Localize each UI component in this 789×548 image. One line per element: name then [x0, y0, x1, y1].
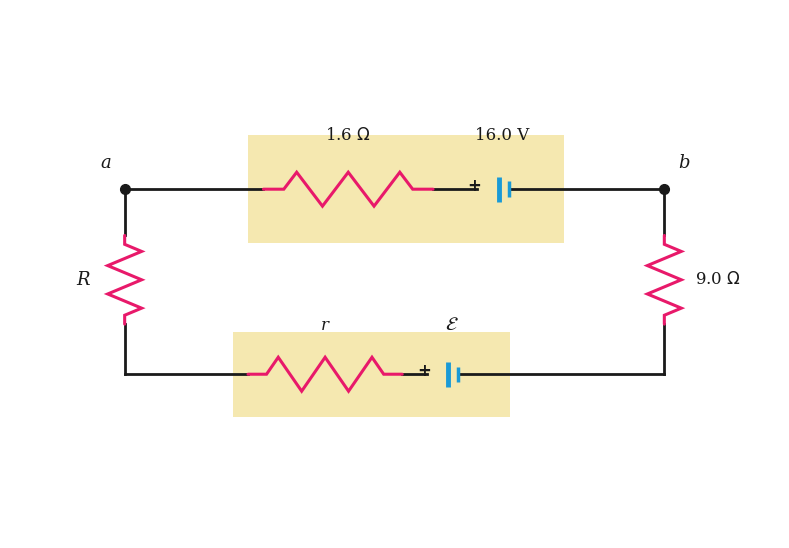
Text: +: + [417, 362, 431, 380]
Text: b: b [679, 154, 690, 172]
Text: 9.0 $\Omega$: 9.0 $\Omega$ [695, 271, 741, 288]
Text: R: R [77, 271, 90, 289]
Text: 16.0 V: 16.0 V [475, 128, 529, 145]
Bar [248, 135, 564, 243]
Text: a: a [100, 154, 110, 172]
Text: 1.6 $\Omega$: 1.6 $\Omega$ [325, 128, 371, 145]
Text: +: + [467, 177, 481, 195]
Text: r: r [321, 317, 329, 334]
Text: $\mathcal{E}$: $\mathcal{E}$ [446, 315, 459, 334]
Bar [233, 332, 510, 416]
